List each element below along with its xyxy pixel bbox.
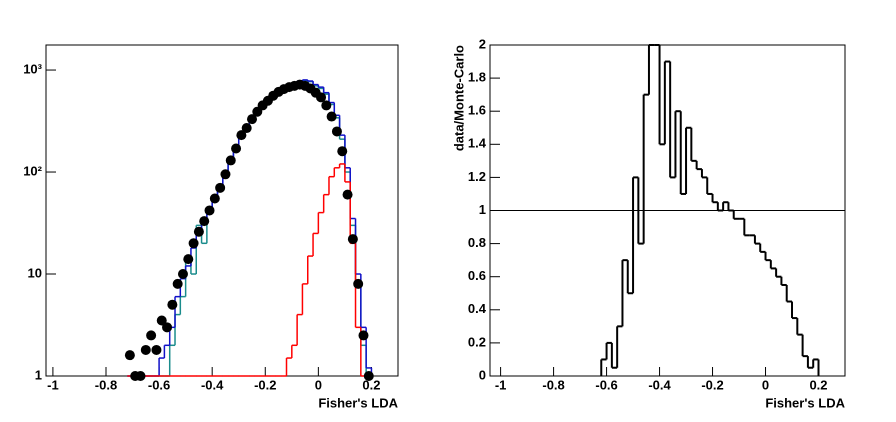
y-tick-label: 10²: [23, 163, 42, 178]
data-point: [209, 193, 220, 204]
data-point: [193, 226, 204, 237]
x-tick-label: 0.2: [809, 377, 827, 392]
y-tick-label: 0.2: [468, 334, 486, 349]
x-tick-label: -0.4: [648, 377, 671, 392]
y-tick-label: 10: [28, 265, 42, 280]
data-point: [188, 238, 199, 249]
x-tick-label: -0.6: [148, 377, 170, 392]
data-point: [146, 330, 157, 341]
data-point: [204, 205, 215, 216]
x-tick-label: -0.6: [595, 377, 617, 392]
x-tick-label: 0: [762, 377, 769, 392]
y-axis-title: data/Monte-Carlo: [451, 45, 466, 151]
data-point: [231, 143, 242, 154]
data-point: [140, 344, 151, 355]
data-point: [162, 322, 173, 333]
data-point: [199, 216, 210, 227]
data-point: [156, 315, 167, 326]
data-point: [215, 182, 226, 193]
data-point: [183, 254, 194, 265]
y-tick-label: 1.8: [468, 70, 486, 85]
data-point: [167, 299, 178, 310]
data-point: [151, 344, 162, 355]
y-tick-label: 10³: [23, 61, 42, 76]
data-point: [337, 146, 348, 157]
y-tick-label: 0.8: [468, 235, 486, 250]
y-tick-label: 0.4: [468, 301, 487, 316]
data-point: [236, 130, 247, 141]
data-point: [135, 371, 146, 381]
data-point: [353, 278, 364, 289]
y-tick-label: 0.6: [468, 268, 486, 283]
data-point: [220, 169, 231, 180]
x-tick-label: 0: [315, 377, 322, 392]
x-tick-label: -1: [495, 377, 507, 392]
data-point: [172, 278, 183, 289]
y-tick-label: 1.4: [468, 136, 487, 151]
x-axis-title: Fisher's LDA: [765, 395, 845, 410]
x-tick-label: -0.2: [254, 377, 276, 392]
x-tick-label: -1: [47, 377, 59, 392]
data-point: [225, 155, 236, 166]
data-point: [358, 330, 369, 341]
plot-frame: [45, 44, 399, 377]
x-tick-label: -0.4: [201, 377, 224, 392]
data-point: [124, 350, 135, 361]
data-point: [316, 92, 327, 103]
y-tick-label: 1.6: [468, 103, 486, 118]
x-tick-label: -0.8: [95, 377, 117, 392]
x-tick-label: 0.2: [362, 377, 380, 392]
data-point: [347, 234, 358, 245]
data-point: [241, 123, 252, 134]
data-point: [321, 100, 332, 111]
data-point: [342, 189, 353, 200]
data-point: [177, 269, 188, 280]
y-tick-label: 0: [479, 367, 486, 382]
x-tick-label: -0.8: [542, 377, 564, 392]
y-tick-label: 1.2: [468, 169, 486, 184]
data-point: [246, 114, 257, 125]
data-point: [363, 371, 374, 381]
y-tick-label: 1: [479, 202, 486, 217]
y-tick-label: 1: [35, 367, 42, 382]
data-point: [331, 126, 342, 137]
data-point: [326, 111, 337, 122]
x-axis-title: Fisher's LDA: [318, 395, 398, 410]
y-tick-label: 2: [479, 36, 486, 51]
x-tick-label: -0.2: [701, 377, 723, 392]
